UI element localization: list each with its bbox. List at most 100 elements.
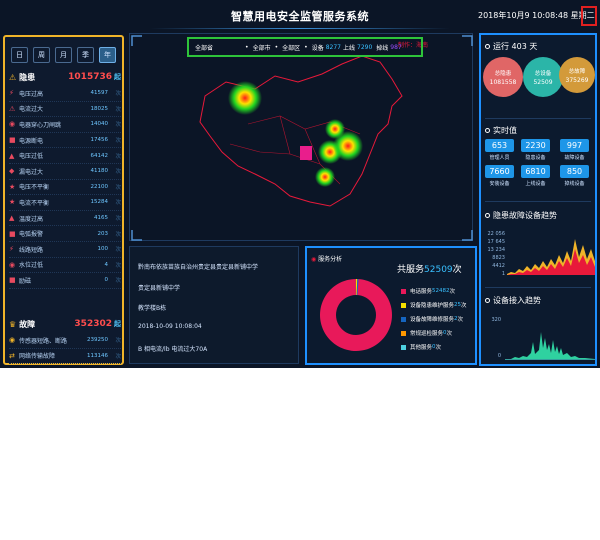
axis-tick: 13 234 xyxy=(487,247,506,253)
trend-header: 隐患故障设备趋势 xyxy=(485,210,557,221)
period-tab-year[interactable]: 年 xyxy=(99,47,116,63)
hazard-total: 1015736 xyxy=(68,72,112,82)
legend-swatch xyxy=(401,288,406,294)
list-item[interactable]: ★ 电流不平衡 15284 次 xyxy=(9,195,121,211)
offline-count: 987 xyxy=(390,43,402,51)
hazard-trend-chart[interactable] xyxy=(507,231,595,275)
list-item[interactable]: ◉ 电器穿心刀闸跳 14040 次 xyxy=(9,117,121,133)
target-icon: ◉ xyxy=(9,120,16,129)
pie-slice[interactable] xyxy=(356,279,359,296)
pie-slice[interactable] xyxy=(355,279,358,296)
stat-installed-devices[interactable]: 7660 安装设备 xyxy=(485,165,514,187)
event-building: 教学楼B栋 xyxy=(138,305,167,312)
dropdown-dot-icon: • xyxy=(245,43,249,51)
event-time: 2018-10-09 10:08:04 xyxy=(138,323,202,330)
stat-hazard-devices[interactable]: 2230 隐患设备 xyxy=(521,139,550,161)
list-item[interactable]: ◉ 传感器短路、断路 239250 次 xyxy=(9,333,121,349)
list-item[interactable]: ★ 电压不平衡 22100 次 xyxy=(9,180,121,196)
legend-item[interactable]: 设备故障维修服务 2 次 xyxy=(401,312,467,326)
heat-spot xyxy=(333,131,363,161)
legend-item[interactable]: 常规巡检服务 0 次 xyxy=(401,326,467,340)
fault-label: 故障 xyxy=(19,319,36,329)
short-circuit-icon: ⚡ xyxy=(9,245,14,254)
dropdown-dot-icon: • xyxy=(274,43,279,51)
offline-label: 掉线 xyxy=(376,44,389,52)
crown-icon: ♛ xyxy=(9,319,17,329)
dashboard: 智慧用电安全监管服务系统 2018年10月9 10:08:48 星期二 日 周 … xyxy=(0,0,600,368)
service-pie-chart[interactable] xyxy=(311,270,401,360)
event-site: 贵定县新铺中学 xyxy=(138,285,181,292)
legend-item[interactable]: 其他服务 0 次 xyxy=(401,340,467,354)
balance-icon: ★ xyxy=(9,198,16,207)
map-watermark: 制作：海南 xyxy=(398,42,429,49)
realtime-header: 实时值 xyxy=(485,125,517,136)
page-title: 智慧用电安全监管服务系统 xyxy=(231,10,369,23)
pie-slice[interactable] xyxy=(319,279,392,351)
list-item[interactable]: ◆ 漏电过大 41180 次 xyxy=(9,164,121,180)
legend-item[interactable]: 设备隐患维护服务 25 次 xyxy=(401,298,467,312)
circle-icon xyxy=(485,128,490,133)
service-legend: 电话服务 52482 次 设备隐患维护服务 25 次 设备故障维修服务 2 次 常规巡检服务… xyxy=(401,284,467,354)
lightning-icon: ⚡ xyxy=(9,89,14,98)
period-tab-day[interactable]: 日 xyxy=(11,47,28,63)
list-item[interactable]: ▲ 温度过高 4165 次 xyxy=(9,211,121,227)
hazard-header: ⚠ 隐患 1015736 起 xyxy=(9,71,121,83)
selected-region xyxy=(300,146,312,160)
device-label: 设备 xyxy=(311,44,324,52)
hazard-label: 隐患 xyxy=(19,72,36,82)
city-select[interactable]: 全部市 xyxy=(252,44,271,52)
stat-online-devices[interactable]: 6810 上线设备 xyxy=(521,165,550,187)
event-detail: B 相电流/lb 电流过大70A xyxy=(138,346,208,353)
shield-icon: ▲ xyxy=(9,151,15,160)
circle-icon xyxy=(485,44,490,49)
access-header: 设备接入趋势 xyxy=(485,295,541,306)
axis-tick: 320 xyxy=(491,317,501,323)
list-item[interactable]: ⚡ 电压过高 41597 次 xyxy=(9,86,121,102)
legend-item[interactable]: 电话服务 52482 次 xyxy=(401,284,467,298)
province-select[interactable]: 全部省 xyxy=(195,44,214,52)
period-tab-month[interactable]: 月 xyxy=(55,47,72,63)
dropdown-dot-icon: • xyxy=(304,43,308,51)
event-location: 黔南布依族苗族自治州贵定县贵定县新铺中学 xyxy=(138,264,259,271)
stat-fault-devices[interactable]: 997 故障设备 xyxy=(560,139,589,161)
district-select[interactable]: 全部区 xyxy=(282,44,301,52)
list-item[interactable]: ■ 励磁 0 次 xyxy=(9,273,121,289)
left-panel: 日 周 月 季 年 ⚠ 隐患 1015736 起 ⚡ 电压过高 41597 次 ⚠ 电流… xyxy=(3,35,124,365)
axis-tick: 22 056 xyxy=(487,231,506,237)
circle-icon xyxy=(485,213,490,218)
datetime: 2018年10月9 10:08:48 星期二 xyxy=(478,11,595,20)
fullscreen-button[interactable] xyxy=(581,6,597,26)
list-item[interactable]: ⇄ 网络传输故障 113146 次 xyxy=(9,349,121,365)
event-panel[interactable]: 黔南布依族苗族自治州贵定县贵定县新铺中学 贵定县新铺中学 教学楼B栋 2018-… xyxy=(129,246,299,364)
list-item[interactable]: ◉ 水位过低 4 次 xyxy=(9,258,121,274)
stat-offline-devices[interactable]: 850 掉线设备 xyxy=(560,165,589,187)
period-tabs: 日 周 月 季 年 xyxy=(11,47,116,63)
legend-swatch xyxy=(401,302,406,308)
right-panel: 运行 403 天 总隐患 1081558 总设备 52509 总故障 375269 实… xyxy=(479,33,597,366)
network-icon: ⇄ xyxy=(9,351,15,360)
stat-managers[interactable]: 653 管理人员 xyxy=(485,139,514,161)
axis-tick: 17 645 xyxy=(487,239,506,245)
service-total: 共服务52509次 xyxy=(397,265,462,275)
hazard-list: ⚡ 电压过高 41597 次 ⚠ 电流过大 18025 次 ◉ 电器穿心刀闸跳 14040 次 ■… xyxy=(9,86,121,289)
service-panel: ◉ 服务分析 共服务52509次 电话服务 52482 次 设备隐患维护服务 25 次 … xyxy=(305,246,477,365)
total-fault-circle[interactable]: 总故障 375269 xyxy=(559,57,595,93)
list-item[interactable]: ⚡ 线路短路 100 次 xyxy=(9,242,121,258)
water-icon: ◉ xyxy=(9,260,16,269)
period-tab-week[interactable]: 周 xyxy=(33,47,50,63)
total-hazard-circle[interactable]: 总隐患 1081558 xyxy=(483,57,523,97)
warning-icon: ⚠ xyxy=(9,72,17,82)
device-count: 8277 xyxy=(325,43,341,51)
list-item[interactable]: ▲ 电压过低 64142 次 xyxy=(9,148,121,164)
service-header: ◉ 服务分析 xyxy=(311,256,343,263)
total-device-circle[interactable]: 总设备 52509 xyxy=(523,57,563,97)
list-item[interactable]: ■ 电弧报警 203 次 xyxy=(9,226,121,242)
period-tab-quarter[interactable]: 季 xyxy=(77,47,94,63)
list-item[interactable]: ■ 电源断电 17456 次 xyxy=(9,133,121,149)
map-panel[interactable]: 制作：海南 xyxy=(129,33,473,241)
device-access-chart[interactable] xyxy=(505,320,595,360)
list-item[interactable]: ⚠ 电流过大 18025 次 xyxy=(9,102,121,118)
china-heatmap[interactable] xyxy=(130,34,474,242)
target-icon: ◉ xyxy=(311,256,317,263)
circle-icon xyxy=(485,298,490,303)
